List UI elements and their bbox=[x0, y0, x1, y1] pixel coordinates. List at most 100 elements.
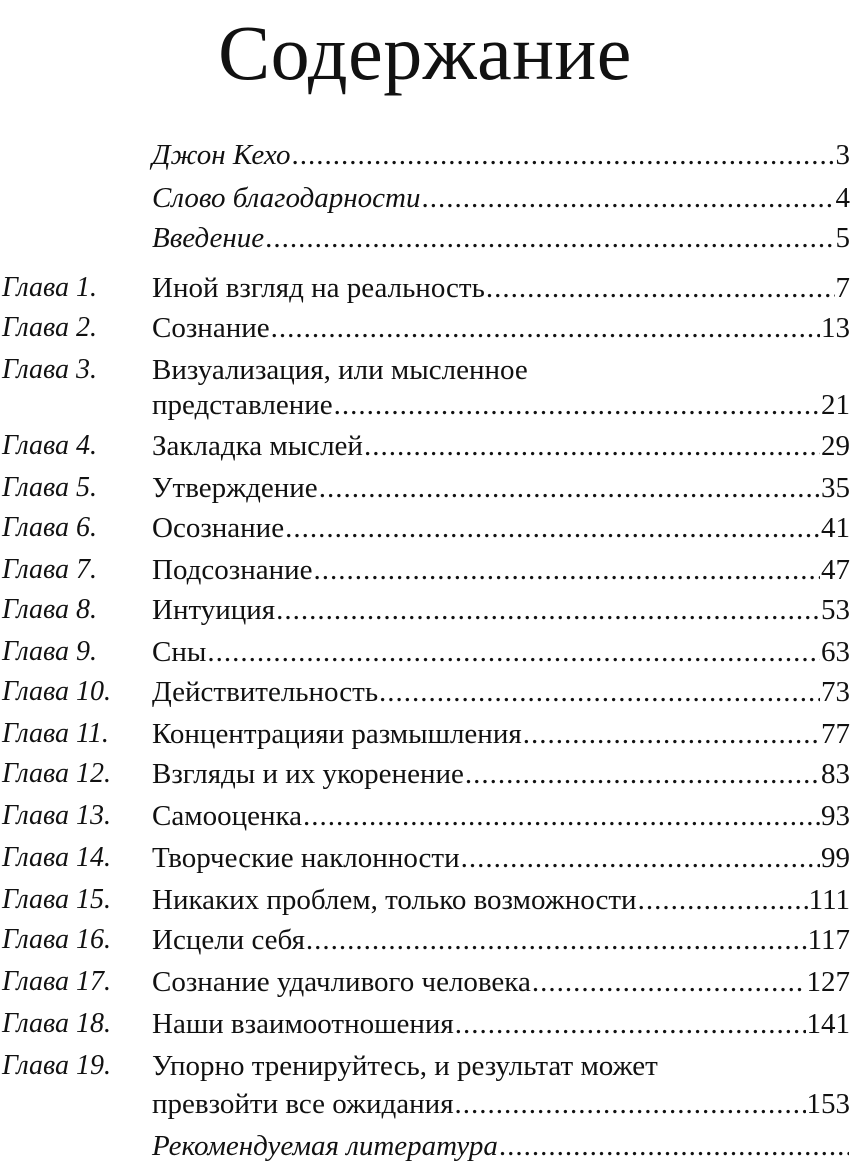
dot-leader bbox=[532, 962, 806, 1002]
entry-title: Действительность bbox=[152, 676, 379, 708]
toc-entry[interactable]: Глава 8. Интуиция 53 bbox=[0, 590, 850, 630]
chapter-label: Глава 3. bbox=[2, 354, 97, 385]
entry-title: Слово благодарности bbox=[152, 182, 421, 214]
entry-title: Введение bbox=[152, 222, 265, 254]
dot-leader bbox=[465, 754, 820, 794]
page-number: 53 bbox=[821, 594, 850, 626]
toc-entry[interactable]: Глава 11. Концентрацияи размышления 77 bbox=[0, 714, 850, 754]
chapter-label: Глава 2. bbox=[2, 312, 97, 343]
dot-leader bbox=[285, 508, 820, 548]
page-number: 47 bbox=[821, 554, 850, 586]
dot-leader bbox=[306, 920, 807, 960]
page-number: 3 bbox=[835, 139, 850, 171]
entry-title: Никаких проблем, только возможности bbox=[152, 884, 637, 916]
dot-leader bbox=[292, 135, 835, 175]
entry-title: Сознание bbox=[152, 312, 270, 344]
page-number: 141 bbox=[806, 1008, 850, 1040]
chapter-label: Глава 19. bbox=[2, 1050, 111, 1081]
toc-entry[interactable]: Слово благодарности 4 bbox=[0, 178, 850, 218]
entry-title: Концентрацияи размышления bbox=[152, 718, 522, 750]
toc-entry[interactable]: Глава 18. Наши взаимоотношения 141 bbox=[0, 1004, 850, 1044]
dot-leader bbox=[265, 218, 834, 258]
dot-leader bbox=[455, 1084, 806, 1124]
page-number: 29 bbox=[821, 430, 850, 462]
entry-title: Осознание bbox=[152, 512, 285, 544]
entry-title: Закладка мыслей bbox=[152, 430, 363, 462]
dot-leader bbox=[638, 880, 808, 920]
dot-leader bbox=[379, 672, 820, 712]
dot-leader bbox=[303, 796, 820, 836]
toc-entry[interactable]: Глава 17. Сознание удачливого человека 127 bbox=[0, 962, 850, 1002]
toc-entry[interactable]: Глава 4. Закладка мыслей 29 bbox=[0, 426, 850, 466]
toc-entry[interactable]: Глава 19. Упорно тренируйтесь, и результа… bbox=[0, 1046, 850, 1086]
page-number: 4 bbox=[835, 182, 850, 214]
toc-entry[interactable]: Глава 3. Визуализация, или мысленное bbox=[0, 350, 850, 390]
page-number: 111 bbox=[808, 884, 850, 916]
entry-title: Упорно тренируйтесь, и результат может bbox=[152, 1050, 658, 1082]
dot-leader bbox=[461, 838, 820, 878]
entry-title: Подсознание bbox=[152, 554, 313, 586]
page-number: 5 bbox=[835, 222, 850, 254]
dot-leader bbox=[523, 714, 820, 754]
dot-leader bbox=[334, 385, 820, 425]
chapter-label: Глава 10. bbox=[2, 676, 111, 707]
toc-entry[interactable]: Рекомендуемая литература bbox=[0, 1126, 850, 1166]
toc-entry[interactable]: Глава 2. Сознание 13 bbox=[0, 308, 850, 348]
chapter-label: Глава 14. bbox=[2, 842, 111, 873]
page-number: 35 bbox=[821, 472, 850, 504]
page-number: 13 bbox=[821, 312, 850, 344]
entry-title: Сознание удачливого человека bbox=[152, 966, 531, 998]
entry-title: Наши взаимоотношения bbox=[152, 1008, 454, 1040]
toc-entry[interactable]: Глава 12. Взгляды и их укоренение 83 bbox=[0, 754, 850, 794]
entry-title: Творческие наклонности bbox=[152, 842, 460, 874]
chapter-label: Глава 7. bbox=[2, 554, 97, 585]
toc-entry[interactable]: Глава 5. Утверждение 35 bbox=[0, 468, 850, 508]
chapter-label: Глава 12. bbox=[2, 758, 111, 789]
page-number: 63 bbox=[821, 636, 850, 668]
dot-leader bbox=[499, 1126, 849, 1166]
toc-entry[interactable]: Глава 6. Осознание 41 bbox=[0, 508, 850, 548]
toc-entry[interactable]: представление 21 bbox=[0, 385, 850, 425]
chapter-label: Глава 4. bbox=[2, 430, 97, 461]
toc-entry[interactable]: Глава 13. Самооценка 93 bbox=[0, 796, 850, 836]
chapter-label: Глава 13. bbox=[2, 800, 111, 831]
dot-leader bbox=[455, 1004, 806, 1044]
page-number: 127 bbox=[806, 966, 850, 998]
entry-title: представление bbox=[152, 389, 333, 421]
chapter-label: Глава 6. bbox=[2, 512, 97, 543]
entry-title: Рекомендуемая литература bbox=[152, 1130, 498, 1162]
dot-leader bbox=[314, 550, 821, 590]
page-number: 77 bbox=[821, 718, 850, 750]
toc-entry[interactable]: Глава 14. Творческие наклонности 99 bbox=[0, 838, 850, 878]
entry-title: Иной взгляд на реальность bbox=[152, 272, 485, 304]
dot-leader bbox=[364, 426, 820, 466]
toc-entry[interactable]: Глава 15. Никаких проблем, только возможн… bbox=[0, 880, 850, 920]
page-number: 7 bbox=[835, 272, 850, 304]
toc-entry[interactable]: Глава 10. Действительность 73 bbox=[0, 672, 850, 712]
toc-entry[interactable]: Джон Кехо 3 bbox=[0, 135, 850, 175]
page-number: 93 bbox=[821, 800, 850, 832]
toc-entry[interactable]: Глава 7. Подсознание 47 bbox=[0, 550, 850, 590]
dot-leader bbox=[271, 308, 820, 348]
dot-leader bbox=[276, 590, 820, 630]
page-number: 117 bbox=[807, 924, 850, 956]
toc-entry[interactable]: Глава 1. Иной взгляд на реальность 7 bbox=[0, 268, 850, 308]
chapter-label: Глава 17. bbox=[2, 966, 111, 997]
page-number: 73 bbox=[821, 676, 850, 708]
dot-leader bbox=[207, 632, 820, 672]
page-number: 83 bbox=[821, 758, 850, 790]
page-number: 153 bbox=[806, 1088, 850, 1120]
page-title: Содержание bbox=[218, 9, 632, 96]
entry-title: Взгляды и их укоренение bbox=[152, 758, 464, 790]
page-number: 99 bbox=[821, 842, 850, 874]
entry-title: Сны bbox=[152, 636, 207, 668]
toc-entry[interactable]: Глава 9. Сны 63 bbox=[0, 632, 850, 672]
toc-entry[interactable]: превзойти все ожидания 153 bbox=[0, 1084, 850, 1124]
toc-entry[interactable]: Глава 16. Исцели себя 117 bbox=[0, 920, 850, 960]
entry-title: Исцели себя bbox=[152, 924, 305, 956]
chapter-label: Глава 11. bbox=[2, 718, 109, 749]
chapter-label: Глава 1. bbox=[2, 272, 97, 303]
entry-title: Джон Кехо bbox=[152, 139, 291, 171]
toc-entry[interactable]: Введение 5 bbox=[0, 218, 850, 258]
chapter-label: Глава 15. bbox=[2, 884, 111, 915]
